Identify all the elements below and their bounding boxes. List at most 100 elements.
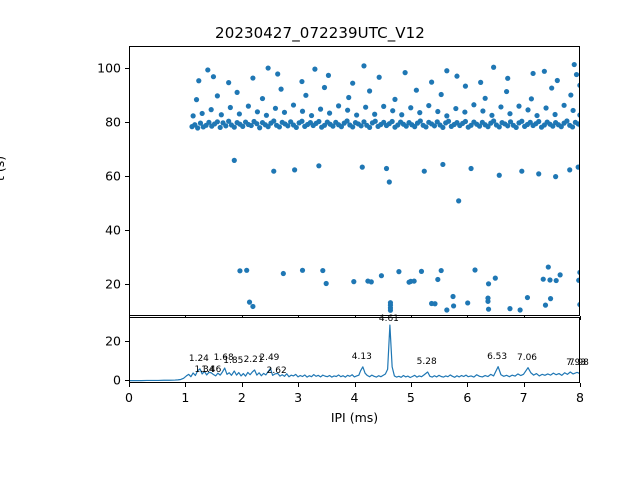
scatter-point: [376, 74, 382, 80]
histogram-trace: [130, 324, 579, 382]
scatter-point: [517, 307, 523, 313]
scatter-point: [350, 124, 356, 130]
scatter-point: [444, 307, 450, 313]
scatter-point: [505, 123, 511, 129]
scatter-point: [299, 267, 306, 273]
scatter-point: [564, 118, 570, 124]
scatter-point: [519, 118, 525, 124]
scatter-point: [485, 295, 491, 301]
scatter-point: [193, 97, 200, 103]
scatter-point: [553, 277, 559, 284]
scatter-point: [214, 119, 220, 125]
scatter-point: [507, 306, 513, 312]
scatter-point: [390, 108, 396, 114]
x-tick-label: 2: [237, 390, 246, 405]
scatter-point: [257, 125, 263, 131]
scatter-point: [293, 124, 299, 131]
scatter-point: [468, 165, 474, 172]
scatter-point: [246, 299, 253, 305]
scatter-point: [316, 163, 322, 169]
scatter-point: [575, 164, 579, 170]
x-tick-label: 8: [576, 390, 584, 405]
scatter-point: [534, 112, 540, 119]
scatter-point: [568, 92, 574, 98]
scatter-point: [231, 157, 237, 163]
scatter-point: [392, 96, 398, 102]
scatter-point: [426, 102, 432, 109]
peak-label: 5.28: [416, 357, 437, 368]
scatter-point: [378, 273, 385, 279]
scatter-point: [496, 172, 502, 178]
y-tick-label: 20: [105, 276, 121, 292]
histogram-axes: [129, 317, 580, 383]
y-tick-label: 80: [105, 114, 121, 130]
scatter-point: [525, 107, 531, 113]
scatter-point: [275, 71, 281, 77]
scatter-point: [438, 91, 444, 98]
scatter-point: [456, 198, 462, 204]
scatter-point: [516, 103, 522, 109]
scatter-point: [554, 77, 560, 84]
x-axis-label: IPI (ms): [330, 410, 379, 425]
scatter-point: [381, 103, 387, 109]
scatter-point: [528, 96, 534, 102]
scatter-point: [440, 124, 446, 131]
x-tick-label: 7: [519, 390, 528, 405]
scatter-point: [280, 270, 286, 277]
x-tick-label: 5: [406, 390, 415, 405]
scatter-point: [462, 109, 468, 115]
scatter-point: [440, 161, 446, 168]
scatter-point: [250, 75, 256, 81]
scatter-point: [577, 82, 579, 88]
y-tick-label: 60: [105, 168, 121, 184]
scatter-point: [491, 64, 497, 70]
scatter-point: [231, 124, 237, 130]
scatter-point: [540, 276, 546, 282]
scatter-point: [265, 124, 271, 130]
scatter-point: [363, 104, 369, 110]
scatter-point: [226, 118, 232, 124]
peak-label: 2.62: [266, 366, 287, 377]
scatter-point: [547, 296, 554, 302]
scatter-point: [536, 118, 542, 125]
x-tick-label: 6: [463, 390, 472, 405]
scatter-point: [576, 277, 579, 283]
scatter-point: [248, 122, 254, 129]
peak-label: 4.61: [378, 313, 399, 324]
scatter-point: [577, 270, 579, 275]
y-tick-mark: [125, 229, 129, 231]
x-tick-mark: [467, 383, 469, 387]
peak-label: 1.68: [213, 353, 234, 364]
y-tick-mark: [125, 380, 129, 381]
scatter-point: [281, 109, 288, 115]
scatter-point: [299, 118, 305, 124]
scatter-point: [383, 165, 390, 172]
scatter-point: [197, 120, 204, 126]
scatter-point: [358, 123, 364, 129]
scatter-point: [561, 102, 567, 108]
scatter-point: [321, 84, 328, 91]
scatter-point: [435, 276, 441, 283]
scatter-point: [513, 124, 519, 131]
scatter-point: [346, 94, 352, 101]
scatter-point: [396, 269, 402, 275]
scatter-point: [485, 124, 491, 130]
scatter-point: [389, 118, 395, 125]
scatter-point: [462, 118, 469, 125]
peak-label: 1.24: [188, 354, 209, 365]
x-tick-mark: [580, 316, 581, 320]
scatter-point: [413, 87, 419, 93]
scatter-point: [366, 88, 373, 94]
scatter-point: [217, 124, 223, 131]
x-tick-mark: [298, 383, 300, 387]
scatter-point: [361, 119, 367, 125]
x-tick-mark: [185, 383, 187, 387]
scatter-point: [480, 108, 486, 114]
y-tick-mark: [125, 283, 129, 285]
scatter-point: [351, 279, 357, 285]
scatter-point: [485, 306, 492, 312]
scatter-point: [445, 118, 452, 124]
scatter-point: [507, 111, 513, 117]
scatter-point: [244, 267, 250, 273]
scatter-point: [403, 123, 409, 129]
